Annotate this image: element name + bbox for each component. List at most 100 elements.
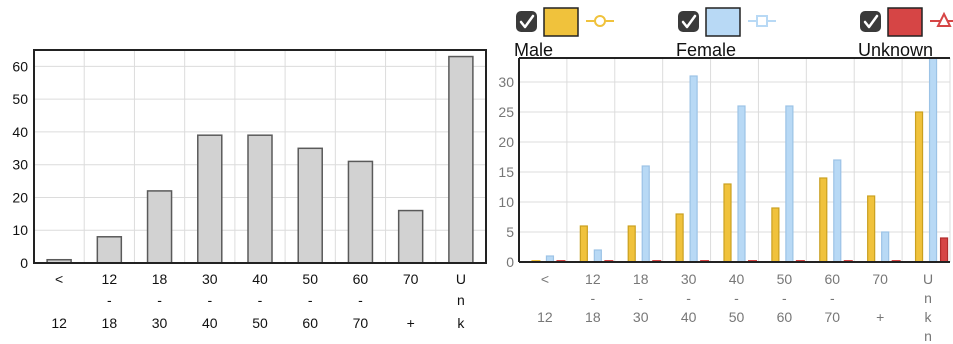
x-tick-label: - [207,292,212,308]
x-tick-label: - [107,292,112,308]
x-tick-label: 60 [824,271,840,287]
y-tick-label: 0 [20,255,28,271]
bar-male [819,177,828,263]
bar [397,209,424,264]
check-icon [681,14,697,29]
x-tick-label: 12 [585,271,601,287]
y-tick-label: 10 [498,194,514,210]
legend-item-unknown[interactable]: Unknown [858,7,953,60]
x-tick-label: 50 [252,315,268,331]
plot-frame [33,49,487,264]
x-tick-label: - [782,290,787,306]
x-tick-label: < [55,271,63,287]
x-tick-label: 40 [681,309,697,325]
bar-female [881,231,890,263]
y-tick-label: 0 [506,254,514,270]
x-tick-label: 30 [681,271,697,287]
x-tick-label: - [590,290,595,306]
x-tick-label: 40 [729,271,745,287]
x-tick-label: - [686,290,691,306]
bar [297,147,323,264]
x-tick-label: - [358,292,363,308]
bar [347,160,374,264]
x-tick-label: 50 [777,271,793,287]
x-tick-label: 40 [252,271,268,287]
bar-male [771,207,780,263]
bar-female [593,249,602,263]
y-tick-label: 40 [12,124,28,140]
y-tick-label: 10 [12,222,28,238]
x-tick-label: 70 [403,271,419,287]
bar-female [689,75,698,263]
bar-female [833,159,842,263]
x-tick-label: 50 [302,271,318,287]
legend-label: Male [514,40,553,60]
legend-label: Unknown [858,40,933,60]
color-swatch [543,7,579,37]
x-tick-label: n [924,290,932,306]
age-by-gender-chart: 0 5 10 15 20 25 30 <12 12 - 18 18 - 30 30 - 40 40 - 50 50 - 60… [498,57,951,344]
x-tick-label: - [308,292,313,308]
legend-item-female[interactable]: Female [676,7,776,60]
x-tick-label: U [456,271,466,287]
bar-male [627,225,636,263]
y-tick-label: 60 [12,58,28,74]
bar [96,236,123,264]
check-icon [519,14,535,29]
bar-unknown [939,237,949,263]
checkbox[interactable] [516,11,537,32]
legend: Male Female Unknown [514,7,953,60]
y-tick-label: 25 [498,104,514,120]
x-tick-label: 60 [302,315,318,331]
color-swatch [887,7,923,37]
age-distribution-chart: 0 10 20 30 40 50 60 <12 12 - 18 18 - 30 30 - 40 40 - 50 50 - 6… [12,49,487,331]
legend-label: Female [676,40,736,60]
checkbox[interactable] [860,11,881,32]
x-tick-label: 12 [51,315,67,331]
x-tick-label: - [258,292,263,308]
x-tick-label: 50 [729,309,745,325]
bar-male [675,213,684,263]
x-tick-label: + [876,309,884,325]
bar-male [579,225,588,263]
y-tick-label: 30 [12,157,28,173]
plot-area [519,58,950,262]
circle-icon [594,15,606,27]
bar [197,134,223,264]
x-tick-label: 12 [537,309,553,325]
bar-male [867,195,876,263]
bar-female [737,105,746,263]
x-tick-label: 70 [872,271,888,287]
y-tick-label: 20 [12,189,28,205]
x-tick-label: 18 [633,271,649,287]
x-tick-label: < [541,271,549,287]
x-tick-label: n [457,292,465,308]
x-tick-label: 18 [152,271,168,287]
bar [146,190,173,264]
x-tick-label: 18 [102,315,118,331]
x-tick-label: 60 [777,309,793,325]
bar [448,55,474,264]
bar-male [914,111,924,263]
y-tick-label: 5 [506,224,514,240]
bar-male [723,183,732,263]
x-tick-label: 70 [353,315,369,331]
x-tick-label: - [734,290,739,306]
y-tick-label: 30 [498,74,514,90]
check-icon [863,14,879,29]
x-tick-label: k [457,315,465,331]
bar [247,134,273,264]
bar-female [641,165,650,263]
x-tick-label: 12 [102,271,118,287]
x-tick-label: - [638,290,643,306]
x-tick-label: - [830,290,835,306]
x-tick-label: + [407,315,415,331]
square-icon [756,15,768,27]
bar-female [785,105,794,263]
x-tick-label: 40 [202,315,218,331]
y-tick-label: 50 [12,91,28,107]
checkbox[interactable] [678,11,699,32]
x-tick-label: n [924,328,932,344]
legend-item-male[interactable]: Male [514,7,614,60]
